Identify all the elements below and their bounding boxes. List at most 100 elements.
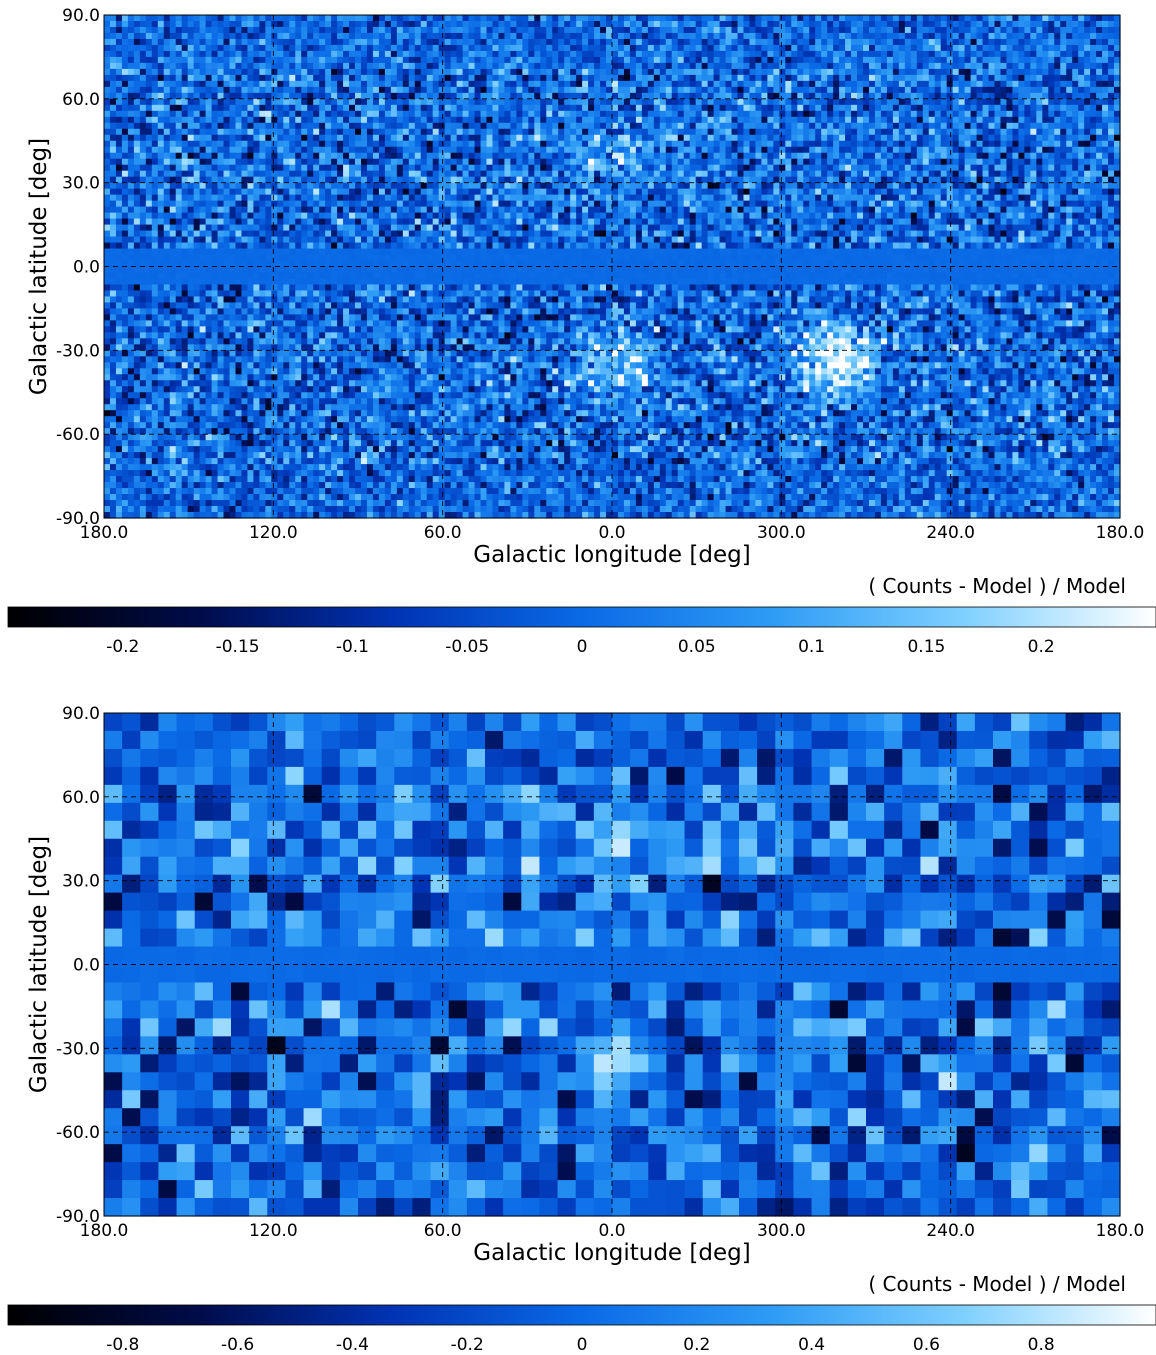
top-heatmap-cell: [791, 56, 798, 64]
top-heatmap-cell: [540, 146, 547, 154]
top-heatmap-cell: [115, 26, 123, 34]
top-heatmap-cell: [181, 188, 189, 196]
top-heatmap-cell: [366, 98, 374, 106]
top-heatmap-cell: [821, 62, 828, 70]
top-heatmap-cell: [307, 134, 314, 142]
top-heatmap-cell: [133, 170, 141, 178]
top-heatmap-cell: [791, 176, 798, 184]
top-heatmap-cell: [857, 32, 864, 40]
top-heatmap-cell: [743, 86, 751, 94]
top-heatmap-cell: [1072, 170, 1079, 178]
top-heatmap-cell: [235, 50, 243, 58]
top-heatmap-cell: [1072, 128, 1079, 136]
top-heatmap-cell: [982, 92, 990, 100]
top-heatmap-cell: [677, 26, 685, 34]
top-heatmap-cell: [582, 32, 589, 40]
top-heatmap-cell: [761, 116, 768, 124]
top-heatmap-cell: [839, 128, 846, 136]
top-heatmap-cell: [564, 170, 571, 178]
top-heatmap-cell: [958, 116, 966, 124]
top-heatmap-cell: [958, 86, 966, 94]
top-heatmap-cell: [839, 86, 846, 94]
top-heatmap-cell: [426, 164, 434, 172]
top-heatmap-cell: [904, 56, 912, 64]
top-heatmap-cell: [271, 104, 278, 112]
top-heatmap-cell: [396, 86, 404, 94]
top-heatmap-cell: [928, 176, 936, 184]
top-heatmap-cell: [1054, 56, 1061, 64]
top-heatmap-cell: [402, 110, 410, 118]
top-heatmap-cell: [880, 158, 888, 166]
top-heatmap-cell: [390, 44, 398, 52]
top-heatmap-cell: [689, 182, 697, 190]
top-heatmap-cell: [564, 80, 571, 88]
top-heatmap-cell: [265, 32, 272, 40]
top-heatmap-cell: [749, 15, 757, 22]
top-heatmap-cell: [647, 104, 655, 112]
top-heatmap-cell: [492, 26, 500, 34]
top-heatmap-cell: [928, 32, 936, 40]
top-heatmap-cell: [378, 62, 386, 70]
top-heatmap-cell: [922, 62, 930, 70]
top-heatmap-cell: [432, 182, 440, 190]
top-heatmap-cell: [1000, 20, 1008, 28]
top-heatmap-cell: [1054, 74, 1061, 82]
top-heatmap-cell: [558, 128, 565, 136]
top-heatmap-cell: [1024, 104, 1031, 112]
top-heatmap-cell: [641, 146, 649, 154]
top-heatmap-cell: [570, 62, 577, 70]
top-heatmap-cell: [528, 92, 535, 100]
top-heatmap-cell: [1030, 62, 1037, 70]
top-heatmap-cell: [958, 182, 966, 190]
top-heatmap-cell: [594, 74, 601, 82]
top-heatmap-cell: [1078, 20, 1085, 28]
top-heatmap-cell: [498, 62, 506, 70]
top-heatmap-cell: [617, 104, 625, 112]
top-heatmap-cell: [683, 44, 691, 52]
top-heatmap-cell: [157, 20, 165, 28]
top-heatmap-cell: [456, 26, 464, 34]
top-heatmap-cell: [1072, 104, 1079, 112]
top-heatmap-cell: [229, 146, 237, 154]
top-heatmap-cell: [713, 134, 721, 142]
top-heatmap-cell: [635, 68, 643, 76]
top-heatmap-cell: [121, 110, 129, 118]
top-heatmap-cell: [1078, 86, 1085, 94]
top-heatmap-cell: [456, 128, 464, 136]
top-heatmap-cell: [689, 80, 697, 88]
top-heatmap-cell: [1090, 152, 1097, 160]
top-heatmap-cell: [617, 164, 625, 172]
top-heatmap-cell: [277, 15, 284, 22]
top-heatmap-cell: [462, 32, 470, 40]
top-heatmap-cell: [928, 80, 936, 88]
top-heatmap-cell: [396, 80, 404, 88]
top-heatmap-cell: [432, 68, 440, 76]
top-heatmap-cell: [337, 140, 344, 148]
top-heatmap-cell: [934, 44, 942, 52]
top-heatmap-cell: [665, 50, 673, 58]
top-heatmap-cell: [420, 116, 428, 124]
top-heatmap-cell: [934, 74, 942, 82]
top-heatmap-cell: [145, 68, 153, 76]
top-heatmap-cell: [504, 56, 511, 64]
top-heatmap-cell: [378, 164, 386, 172]
top-heatmap-cell: [677, 68, 685, 76]
top-heatmap-cell: [301, 92, 308, 100]
top-heatmap-cell: [683, 38, 691, 46]
top-heatmap-cell: [1048, 122, 1055, 130]
top-heatmap-cell: [205, 62, 213, 70]
top-heatmap-cell: [1048, 92, 1055, 100]
top-heatmap-cell: [319, 92, 326, 100]
top-heatmap-cell: [121, 74, 129, 82]
top-heatmap-cell: [498, 176, 506, 184]
top-heatmap-cell: [803, 20, 810, 28]
top-heatmap-cell: [737, 50, 745, 58]
top-heatmap-cell: [432, 80, 440, 88]
top-heatmap-cell: [857, 104, 864, 112]
top-heatmap-cell: [1024, 56, 1031, 64]
top-heatmap-cell: [109, 146, 117, 154]
top-heatmap-cell: [612, 32, 619, 40]
top-heatmap-cell: [1114, 56, 1121, 64]
top-heatmap-cell: [187, 56, 195, 64]
top-heatmap-cell: [659, 164, 667, 172]
